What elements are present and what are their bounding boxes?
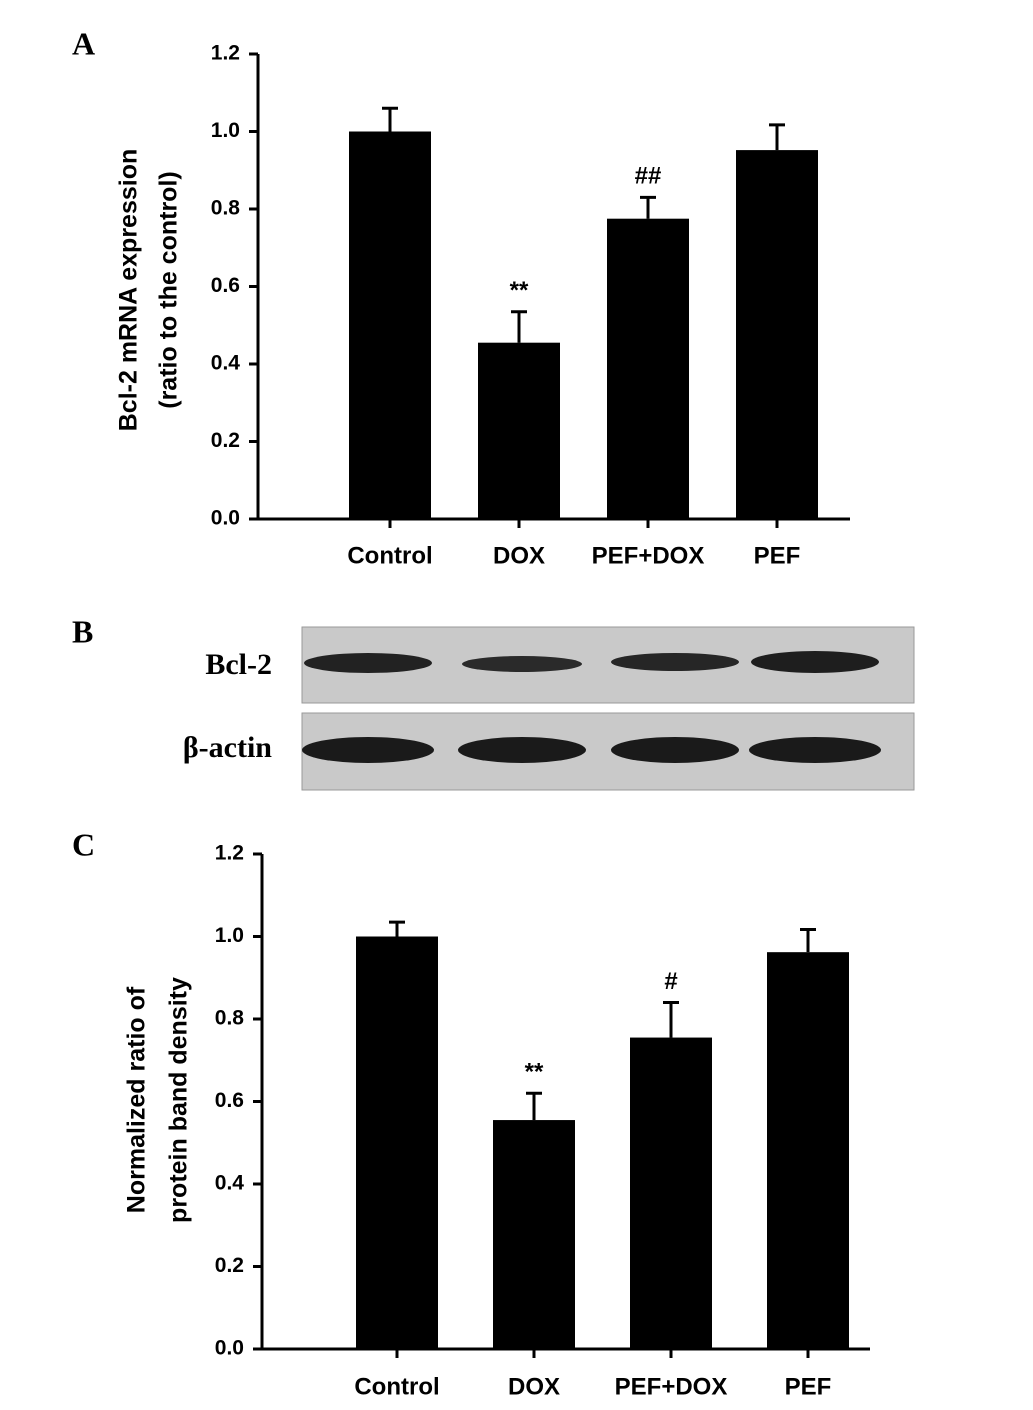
bar: [607, 218, 689, 519]
annotation: **: [525, 1059, 544, 1086]
y-tick-label: 0.8: [211, 197, 241, 220]
error-bar: [800, 927, 816, 953]
x-tick-label: DOX: [493, 542, 545, 569]
panel-label: A: [72, 25, 95, 61]
x-tick-label: Control: [354, 1373, 439, 1400]
y-axis-label: Bcl-2 mRNA expression: [115, 149, 143, 432]
bar: [349, 131, 431, 519]
error-bar: [382, 106, 398, 132]
bar: [767, 952, 849, 1349]
bar: [356, 936, 438, 1349]
blot-band: [302, 737, 434, 763]
y-axis-label: Normalized ratio of: [123, 986, 151, 1213]
bar: [478, 342, 560, 519]
blot-band: [458, 737, 586, 763]
blot-band: [751, 651, 879, 673]
blot-band: [462, 656, 582, 672]
bar: [736, 150, 818, 519]
x-tick-label: PEF: [785, 1373, 832, 1400]
blot-row-label: β-actin: [183, 731, 272, 764]
error-bar: [640, 195, 656, 219]
y-tick-label: 1.0: [215, 924, 244, 947]
y-axis-label: protein band density: [165, 977, 193, 1223]
panel-label: C: [72, 826, 95, 862]
y-tick-label: 0.0: [211, 507, 240, 530]
bar: [630, 1037, 712, 1349]
y-tick-label: 0.4: [211, 352, 241, 375]
error-bar: [663, 1001, 679, 1038]
y-axis-label: (ratio to the control): [155, 171, 183, 408]
blot-band: [611, 653, 739, 671]
blot-band: [304, 653, 432, 673]
x-tick-label: DOX: [508, 1373, 560, 1400]
y-tick-label: 0.2: [215, 1254, 244, 1277]
error-bar: [526, 1091, 542, 1121]
y-tick-label: 0.6: [211, 274, 240, 297]
blot-row-label: Bcl-2: [205, 648, 272, 681]
y-tick-label: 0.0: [215, 1337, 244, 1360]
western-blot: Bcl-2 β-actin: [183, 626, 915, 791]
x-tick-label: PEF+DOX: [615, 1373, 728, 1400]
panel-label: B: [72, 613, 93, 649]
y-tick-label: 1.0: [211, 119, 240, 142]
annotation: **: [510, 277, 529, 304]
blot-band: [749, 737, 881, 763]
y-tick-label: 1.2: [215, 842, 244, 865]
blot-band: [611, 737, 739, 763]
error-bar: [511, 310, 527, 343]
x-tick-label: Control: [347, 542, 432, 569]
error-bar: [389, 920, 405, 937]
y-tick-label: 1.2: [211, 42, 240, 65]
y-tick-label: 0.6: [215, 1089, 244, 1112]
x-tick-label: PEF: [754, 542, 801, 569]
annotation: #: [664, 968, 677, 995]
bar: [493, 1120, 575, 1349]
x-tick-label: PEF+DOX: [592, 542, 705, 569]
annotation: ##: [635, 163, 662, 190]
error-bar: [769, 123, 785, 151]
y-tick-label: 0.2: [211, 429, 240, 452]
y-tick-label: 0.8: [215, 1007, 245, 1030]
y-tick-label: 0.4: [215, 1172, 245, 1195]
